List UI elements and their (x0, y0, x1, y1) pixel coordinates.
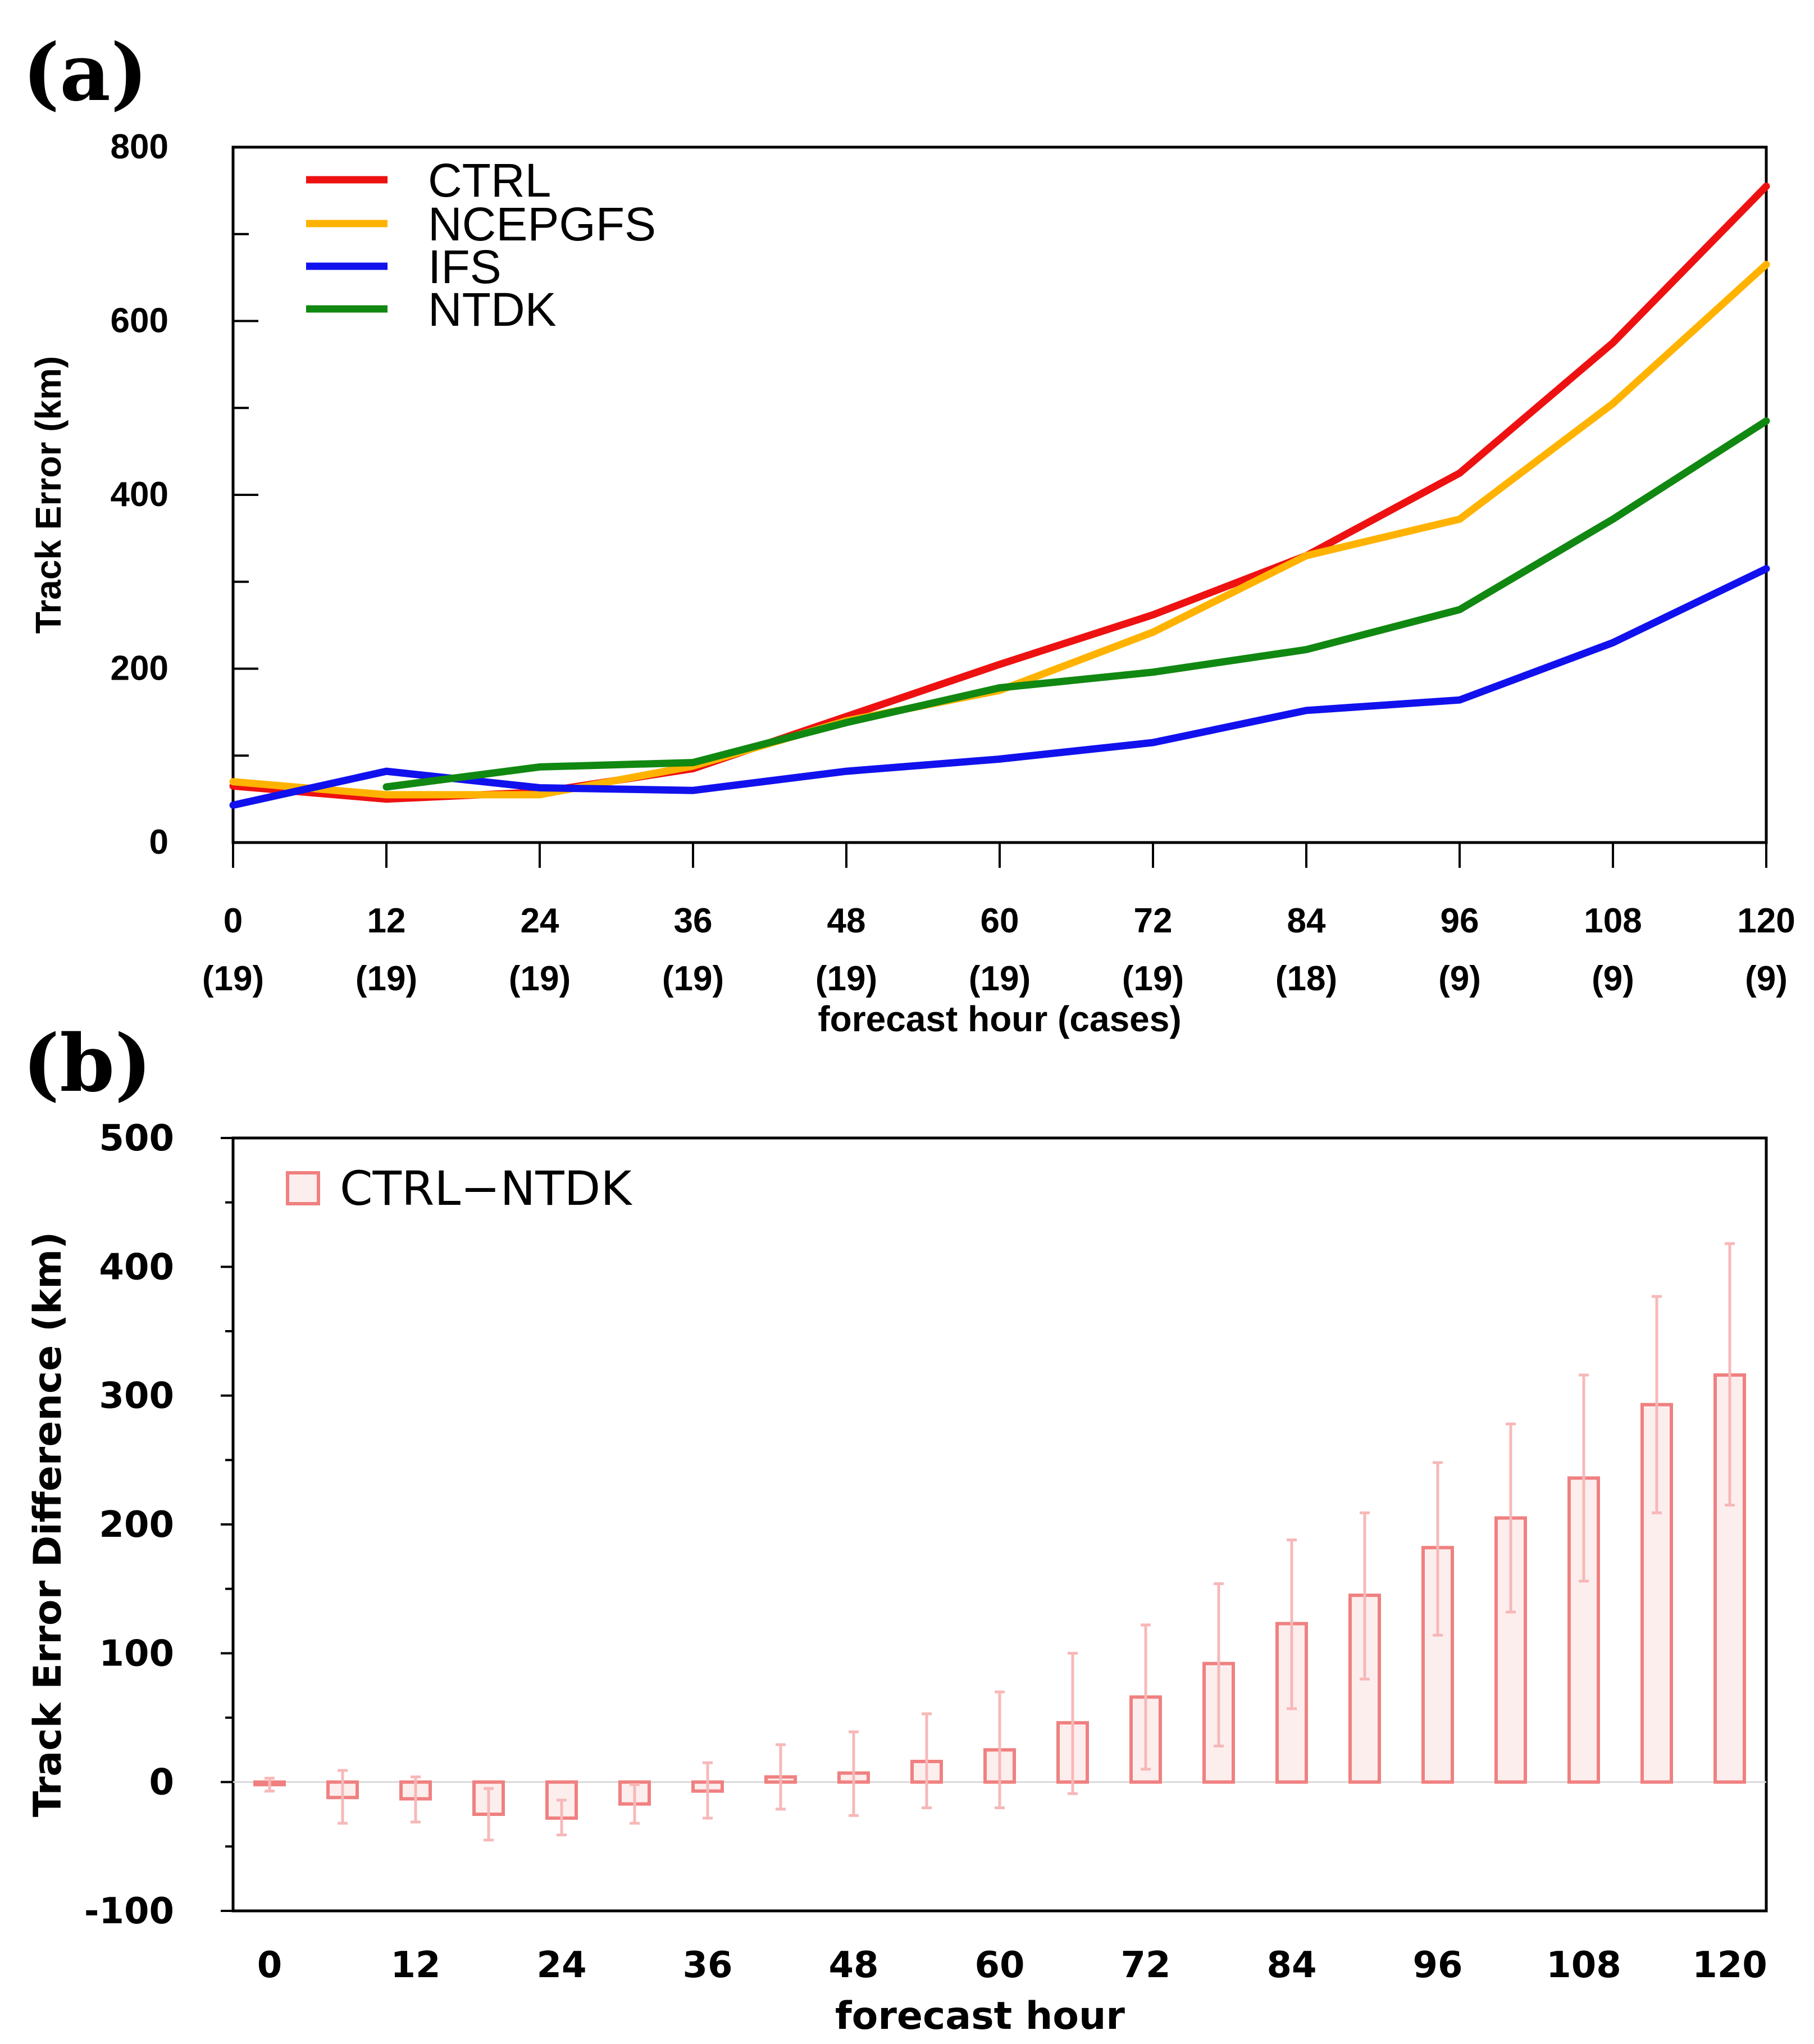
legend-label-ctrl-ntdk: CTRL−NTDK (340, 1161, 632, 1216)
case-count-label: (9) (1592, 959, 1634, 998)
legend-label-ncepgfs: NCEPGFS (428, 198, 656, 251)
legend-b: CTRL−NTDK (286, 1161, 632, 1216)
panel-label-b: (b) (22, 1018, 152, 1110)
case-count-label: (19) (662, 959, 724, 998)
case-count-label: (19) (202, 959, 264, 998)
case-count-label: (19) (815, 959, 877, 998)
y-tick-label-a: 600 (111, 302, 168, 340)
x-tick-label-b: 120 (1692, 1945, 1767, 1986)
x-tick-label-a: 36 (674, 902, 713, 940)
x-tick-label-a: 12 (367, 902, 406, 940)
x-tick-label-a: 0 (224, 902, 243, 940)
x-tick-label-b: 0 (257, 1945, 282, 1986)
x-tick-label-b: 48 (828, 1945, 878, 1986)
panel-label-a: (a) (22, 27, 148, 119)
y-tick-label-b: 300 (99, 1376, 174, 1417)
x-tick-label-b: 108 (1546, 1945, 1621, 1986)
case-count-label: (19) (355, 959, 417, 998)
x-tick-label-b: 12 (390, 1945, 440, 1986)
y-tick-label-a: 0 (149, 823, 168, 862)
series-line-ifs (229, 565, 1770, 809)
case-count-label: (19) (969, 959, 1031, 998)
y-axis-title-b: Track Error Difference (km) (26, 1232, 70, 1817)
x-tick-label-b: 60 (974, 1945, 1024, 1986)
x-axis-title-b: forecast hour (835, 1994, 1125, 2038)
y-tick-label-b: 400 (99, 1246, 174, 1288)
y-tick-label-a: 400 (111, 475, 168, 514)
y-tick-label-a: 200 (111, 649, 168, 688)
case-count-label: (18) (1275, 959, 1337, 998)
y-tick-label-b: 500 (99, 1118, 174, 1159)
x-tick-label-b: 84 (1266, 1945, 1316, 1986)
x-axis-title-a: forecast hour (cases) (818, 999, 1181, 1039)
x-tick-label-a: 60 (981, 902, 1019, 940)
y-tick-label-b: 0 (149, 1762, 174, 1804)
x-tick-label-a: 96 (1441, 902, 1479, 940)
series-line-ntdk (382, 417, 1770, 791)
legend-label-ntdk: NTDK (428, 283, 557, 336)
y-tick-label-b: -100 (84, 1891, 174, 1932)
legend-label-ctrl: CTRL (428, 154, 551, 207)
panel-b-bar-chart: -100 0 100 200 300 400 500 0 12 24 36 48 60 72 84 96 10… (26, 1118, 1768, 2038)
panel-a-line-chart: 0 200 400 600 800 0 12 24 36 48 60 72 84 96 108 120 (1… (28, 128, 1795, 1039)
case-count-label: (19) (1122, 959, 1184, 998)
case-count-label: (9) (1438, 959, 1481, 998)
y-tick-label-a: 800 (111, 128, 168, 166)
legend-swatch-ctrl-ntdk (286, 1171, 320, 1205)
x-tick-label-b: 96 (1412, 1945, 1462, 1986)
x-tick-label-b: 24 (536, 1945, 586, 1986)
x-tick-label-a: 84 (1287, 902, 1326, 940)
y-axis-title-a: Track Error (km) (28, 356, 69, 634)
bar (1640, 1403, 1673, 1784)
x-tick-label-a: 72 (1134, 902, 1173, 940)
y-tick-label-b: 200 (99, 1504, 174, 1546)
x-tick-label-a: 24 (521, 902, 559, 940)
x-tick-label-b: 36 (682, 1945, 732, 1986)
series-line-ncepgfs (229, 261, 1770, 799)
x-tick-label-a: 48 (827, 902, 866, 940)
legend-label-ifs: IFS (428, 240, 502, 293)
x-tick-label-b: 72 (1120, 1945, 1170, 1986)
y-tick-label-b: 100 (99, 1633, 174, 1674)
x-tick-label-a: 120 (1737, 902, 1795, 940)
x-tick-label-a: 108 (1584, 902, 1642, 940)
case-count-label: (19) (509, 959, 571, 998)
case-count-label: (9) (1745, 959, 1788, 998)
